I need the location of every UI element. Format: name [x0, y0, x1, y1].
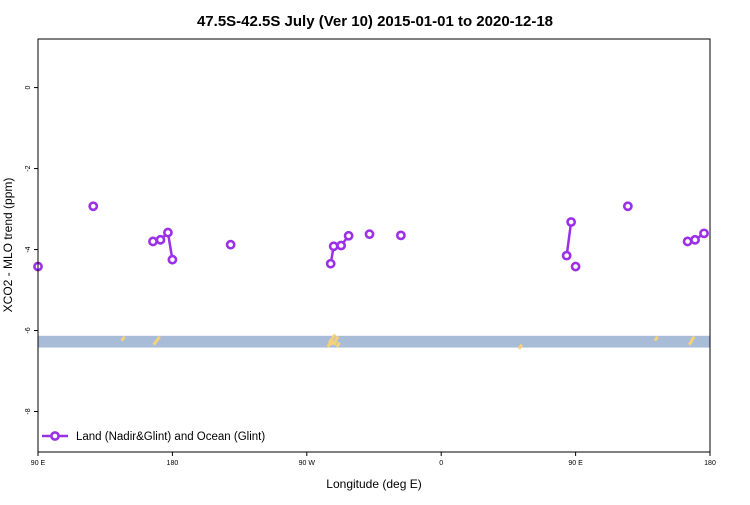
- x-tick-label: 90 W: [299, 460, 316, 467]
- legend-point-marker: [50, 431, 60, 441]
- series-line: [565, 221, 573, 256]
- data-point: [364, 229, 375, 240]
- x-axis-label: Longitude (deg E): [326, 477, 421, 491]
- plot-area: [33, 201, 710, 350]
- x-tick-label: 90 E: [568, 460, 583, 467]
- y-tick-label: 0: [25, 86, 32, 90]
- land-patch: [328, 337, 334, 344]
- chart-title: 47.5S-42.5S July (Ver 10) 2015-01-01 to …: [197, 13, 553, 30]
- data-point: [690, 234, 700, 245]
- data-point: [328, 241, 339, 252]
- y-tick-label: -2: [25, 165, 32, 171]
- y-tick-label: -8: [25, 408, 32, 414]
- data-point: [343, 230, 354, 241]
- data-point: [155, 234, 166, 245]
- axes: 90 E 180 90 W 0 90 E 180 0 -2 -4 -6 -8: [25, 86, 716, 467]
- plot-frame: [37, 38, 711, 453]
- y-tick-label: -6: [25, 327, 32, 333]
- data-point: [561, 250, 572, 261]
- land-patch: [155, 335, 161, 342]
- y-tick-label: -4: [25, 246, 32, 252]
- data-point: [325, 258, 336, 269]
- land-patch: [334, 335, 340, 342]
- data-point: [395, 230, 406, 241]
- x-tick-label: 180: [167, 460, 179, 467]
- ocean-band: [38, 335, 710, 348]
- land-patch: [331, 333, 337, 340]
- data-point: [682, 236, 693, 247]
- data-point: [336, 240, 347, 251]
- data-point: [225, 239, 236, 250]
- land-patch: [120, 335, 126, 342]
- x-tick-label: 0: [439, 460, 443, 467]
- land-patch: [687, 339, 694, 346]
- data-point: [699, 228, 709, 239]
- data-point: [167, 254, 178, 265]
- data-point: [148, 236, 158, 247]
- land-patch: [653, 335, 659, 342]
- y-axis-label: XCO2 - MLO trend (ppm): [1, 178, 15, 313]
- land-patch: [517, 343, 524, 350]
- legend-entry-label: Land (Nadir&Glint) and Ocean (Glint): [76, 431, 265, 443]
- data-point: [88, 201, 99, 212]
- x-tick-label: 180: [704, 460, 716, 467]
- data-point: [570, 261, 581, 272]
- land-patch: [335, 341, 341, 348]
- x-tick-label: 90 E: [31, 460, 46, 467]
- data-point: [566, 217, 577, 227]
- land-patch: [690, 335, 696, 342]
- data-point: [163, 227, 173, 238]
- land-patch: [152, 339, 158, 346]
- legend: Land (Nadir&Glint) and Ocean (Glint): [42, 431, 265, 443]
- land-patch: [329, 339, 335, 346]
- data-point: [622, 201, 633, 212]
